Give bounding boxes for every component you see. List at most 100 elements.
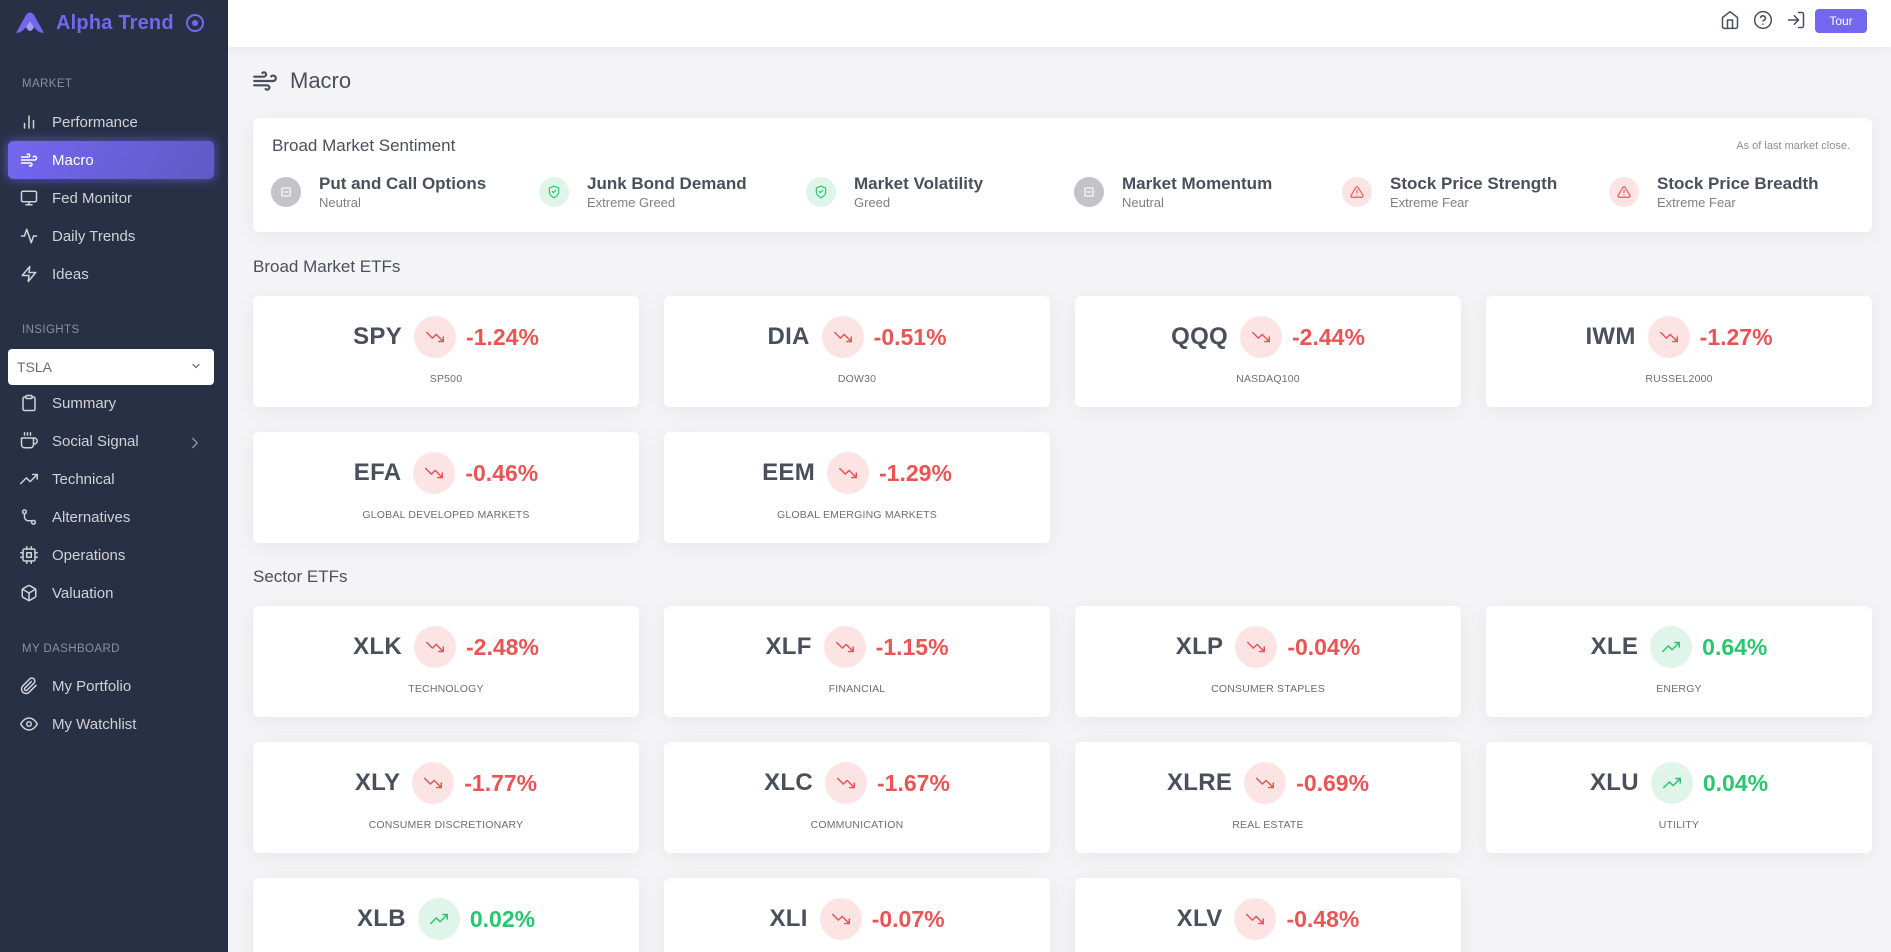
etf-row: IWM -1.27% — [1486, 316, 1872, 358]
etf-row: XLU 0.04% — [1486, 762, 1872, 804]
etf-card-efa[interactable]: EFA -0.46% GLOBAL DEVELOPED MARKETS — [253, 432, 639, 543]
etf-card-spy[interactable]: SPY -1.24% SP500 — [253, 296, 639, 407]
nav-item-my-watchlist[interactable]: My Watchlist — [8, 705, 214, 743]
zap-icon — [21, 265, 37, 283]
etf-card-xlk[interactable]: XLK -2.48% TECHNOLOGY — [253, 606, 639, 717]
sidebar: Alpha Trend MARKET Performance Macro Fed… — [0, 0, 228, 952]
page-header: Macro — [252, 68, 351, 94]
etf-row: XLK -2.48% — [253, 626, 639, 668]
log-in-icon[interactable] — [1786, 10, 1806, 30]
etf-row: XLF -1.15% — [664, 626, 1050, 668]
nav-item-alternatives[interactable]: Alternatives — [8, 498, 214, 536]
nav-item-macro[interactable]: Macro — [8, 141, 214, 179]
sentiment-note: As of last market close. — [1736, 140, 1850, 152]
etf-change: -0.46% — [465, 459, 539, 486]
neutral-icon — [1074, 177, 1104, 207]
etf-card-xli[interactable]: XLI -0.07% — [664, 878, 1050, 952]
coffee-icon — [20, 432, 38, 449]
etf-card-xlre[interactable]: XLRE -0.69% REAL ESTATE — [1075, 742, 1461, 853]
trending-down-icon — [1647, 316, 1690, 358]
sentiment-indicator-price-strength: Stock Price Strength Extreme Fear — [1342, 174, 1557, 214]
etf-label: DOW30 — [837, 373, 877, 385]
home-icon[interactable] — [1720, 10, 1740, 30]
etf-row: XLV -0.48% — [1075, 898, 1461, 940]
alert-triangle-icon — [1609, 177, 1639, 207]
sidebar-toggle-icon[interactable] — [185, 14, 204, 32]
nav-item-summary[interactable]: Summary — [8, 384, 214, 422]
cpu-icon — [20, 546, 38, 564]
etf-symbol: XLY — [354, 769, 401, 796]
etf-label: RUSSEL2000 — [1645, 373, 1713, 385]
nav-item-label: Technical — [52, 470, 115, 488]
help-circle-icon[interactable] — [1753, 10, 1773, 30]
nav-item-daily-trends[interactable]: Daily Trends — [8, 217, 214, 255]
etf-label: CONSUMER DISCRETIONARY — [368, 819, 524, 831]
etf-row: QQQ -2.44% — [1075, 316, 1461, 358]
etf-symbol: EEM — [762, 459, 816, 486]
nav-item-fed-monitor[interactable]: Fed Monitor — [8, 179, 214, 217]
sentiment-card: Broad Market Sentiment As of last market… — [253, 118, 1872, 232]
nav-item-ideas[interactable]: Ideas — [8, 255, 214, 293]
etf-card-iwm[interactable]: IWM -1.27% RUSSEL2000 — [1486, 296, 1872, 407]
nav-item-label: Social Signal — [52, 432, 139, 450]
etf-card-xlu[interactable]: XLU 0.04% UTILITY — [1486, 742, 1872, 853]
etf-row: XLRE -0.69% — [1075, 762, 1461, 804]
trending-down-icon — [413, 452, 456, 494]
etf-row: XLC -1.67% — [664, 762, 1050, 804]
etf-card-dia[interactable]: DIA -0.51% DOW30 — [664, 296, 1050, 407]
shield-icon — [539, 177, 569, 207]
etf-symbol: XLP — [1175, 633, 1224, 660]
wind-icon — [20, 153, 38, 167]
brand[interactable]: Alpha Trend — [0, 0, 228, 46]
etf-card-xle[interactable]: XLE 0.64% ENERGY — [1486, 606, 1872, 717]
etf-card-eem[interactable]: EEM -1.29% GLOBAL EMERGING MARKETS — [664, 432, 1050, 543]
nav-item-label: Valuation — [52, 584, 114, 602]
nav-item-label: Summary — [52, 394, 117, 412]
etf-card-xlv[interactable]: XLV -0.48% — [1075, 878, 1461, 952]
chevron-down-icon — [192, 363, 200, 369]
etf-label: TECHNOLOGY — [408, 683, 484, 695]
etf-label: ENERGY — [1656, 683, 1702, 695]
shield-icon — [806, 177, 836, 207]
nav-item-technical[interactable]: Technical — [8, 460, 214, 498]
etf-card-qqq[interactable]: QQQ -2.44% NASDAQ100 — [1075, 296, 1461, 407]
etf-symbol: XLI — [769, 905, 808, 932]
alpha-trend-logo-icon — [16, 12, 44, 33]
trending-down-icon — [414, 626, 457, 668]
indicator-name: Put and Call Options — [319, 174, 487, 193]
etf-change: 0.64% — [1702, 633, 1768, 660]
nav-item-performance[interactable]: Performance — [8, 103, 214, 141]
nav-item-my-portfolio[interactable]: My Portfolio — [8, 667, 214, 705]
indicator-status: Greed — [854, 195, 891, 210]
etf-change: -1.67% — [877, 769, 950, 796]
etf-label: GLOBAL EMERGING MARKETS — [777, 509, 937, 521]
etf-change: -0.04% — [1287, 633, 1361, 660]
indicator-name: Junk Bond Demand — [587, 174, 747, 193]
etf-change: -0.51% — [873, 323, 947, 350]
etf-change: -1.29% — [879, 459, 952, 486]
sentiment-indicator-price-breadth: Stock Price Breadth Extreme Fear — [1609, 174, 1819, 214]
nav-item-operations[interactable]: Operations — [8, 536, 214, 574]
indicator-name: Market Volatility — [854, 174, 984, 193]
etf-card-xlf[interactable]: XLF -1.15% FINANCIAL — [664, 606, 1050, 717]
etf-symbol: XLU — [1589, 769, 1639, 796]
etf-card-xlp[interactable]: XLP -0.04% CONSUMER STAPLES — [1075, 606, 1461, 717]
etf-card-xlc[interactable]: XLC -1.67% COMMUNICATION — [664, 742, 1050, 853]
etf-symbol: XLB — [356, 905, 406, 932]
etf-row: SPY -1.24% — [253, 316, 639, 358]
trending-down-icon — [412, 762, 455, 804]
etf-card-xly[interactable]: XLY -1.77% CONSUMER DISCRETIONARY — [253, 742, 639, 853]
eye-icon — [20, 717, 38, 731]
sentiment-indicator-put-call: Put and Call Options Neutral — [271, 174, 486, 214]
etf-symbol: QQQ — [1171, 323, 1229, 350]
trending-down-icon — [825, 762, 868, 804]
tour-button[interactable]: Tour — [1815, 9, 1867, 33]
sentiment-title: Broad Market Sentiment — [272, 136, 456, 155]
etf-card-xlb[interactable]: XLB 0.02% — [253, 878, 639, 952]
nav-item-social-signal[interactable]: Social Signal — [8, 422, 214, 460]
nav-item-label: Operations — [52, 546, 126, 564]
ticker-select[interactable]: TSLA — [8, 349, 214, 385]
topbar — [228, 0, 1891, 47]
nav-item-valuation[interactable]: Valuation — [8, 574, 214, 612]
sentiment-indicator-junk-bond: Junk Bond Demand Extreme Greed — [539, 174, 747, 214]
